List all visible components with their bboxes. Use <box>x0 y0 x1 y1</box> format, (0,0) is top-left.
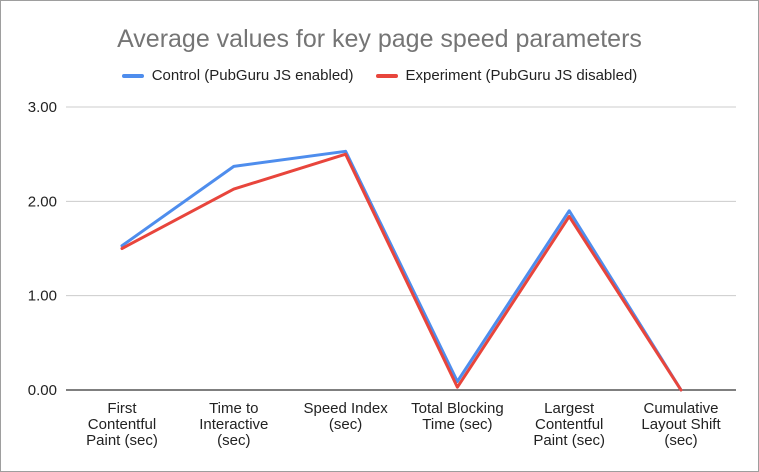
x-tick-label: Speed Index (sec) <box>303 400 388 433</box>
x-tick-label: Largest Contentful Paint (sec) <box>533 400 605 449</box>
legend-item-control[interactable]: Control (PubGuru JS enabled) <box>121 67 354 84</box>
legend-item-experiment[interactable]: Experiment (PubGuru JS disabled) <box>375 67 638 84</box>
y-tick-label: 2.00 <box>28 193 57 210</box>
y-tick-label: 0.00 <box>28 382 57 399</box>
y-tick-label: 1.00 <box>28 288 57 305</box>
series-line-experiment <box>120 152 683 392</box>
chart-legend: Control (PubGuru JS enabled) Experiment … <box>1 67 758 84</box>
legend-swatch-experiment <box>375 73 398 78</box>
legend-label-control: Control (PubGuru JS enabled) <box>151 67 354 84</box>
legend-label-experiment: Experiment (PubGuru JS disabled) <box>405 67 638 84</box>
legend-swatch-control <box>121 73 144 78</box>
x-tick-label: Cumulative Layout Shift (sec) <box>641 400 721 449</box>
series-line-control <box>120 149 683 392</box>
chart-title: Average values for key page speed parame… <box>117 25 642 53</box>
x-tick-label: Total Blocking Time (sec) <box>411 400 504 433</box>
y-tick-label: 3.00 <box>28 99 57 116</box>
x-tick-label: First Contentful Paint (sec) <box>86 400 158 449</box>
x-tick-label: Time to Interactive (sec) <box>199 400 268 449</box>
